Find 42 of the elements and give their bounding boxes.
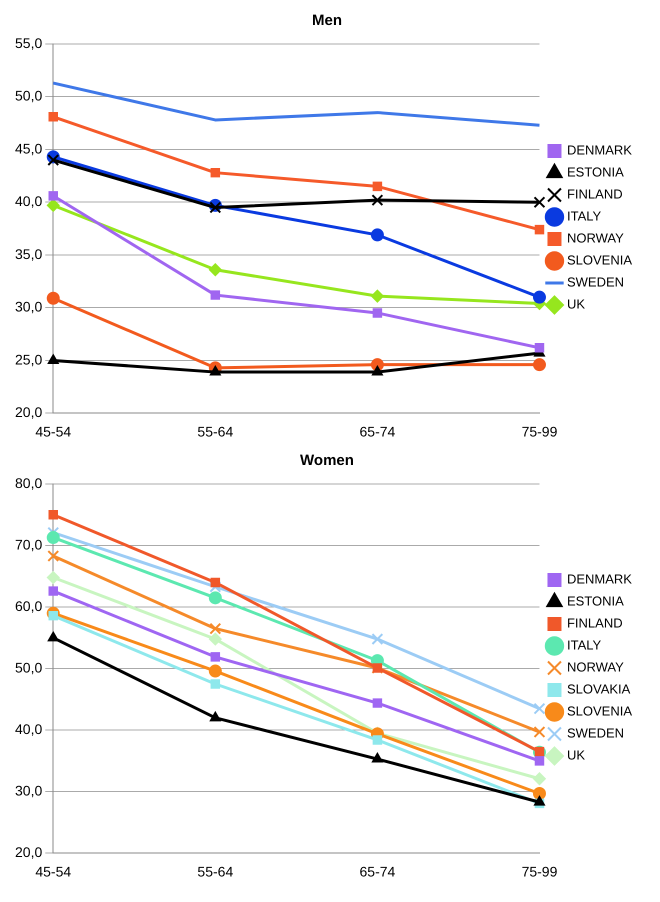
legend-label: SWEDEN (566, 274, 624, 290)
x-tick-label: 45-54 (35, 863, 72, 880)
legend-label: UK (566, 748, 586, 763)
y-tick-label: 40,0 (15, 720, 42, 737)
legend-label: ITALY (566, 208, 602, 224)
y-tick-label: 25,0 (15, 351, 42, 368)
legend-label: NORWAY (566, 230, 624, 246)
x-tick-label: 55-64 (197, 863, 234, 880)
y-tick-label: 40,0 (15, 193, 42, 210)
x-tick-label: 65-74 (359, 423, 396, 440)
legend-label: SLOVENIA (566, 704, 632, 719)
legend-label: ESTONIA (566, 164, 624, 180)
chart-title: Men (312, 12, 342, 30)
x-tick-label: 75-99 (522, 423, 558, 440)
x-tick-label: 75-99 (522, 863, 558, 880)
y-tick-label: 35,0 (15, 246, 42, 262)
y-tick-label: 50,0 (15, 659, 42, 676)
legend-label: DENMARK (566, 142, 632, 158)
legend-label: FINLAND (566, 186, 623, 202)
legend-label: SWEDEN (566, 726, 624, 741)
legend-label: SLOVAKIA (566, 682, 631, 697)
chart-title: Women (300, 452, 354, 470)
legend-label: FINLAND (566, 616, 623, 631)
legend-label: DENMARK (566, 572, 632, 587)
y-tick-label: 45,0 (15, 140, 42, 156)
legend-label: ESTONIA (566, 594, 624, 609)
legend-label: NORWAY (566, 660, 624, 675)
y-tick-label: 20,0 (15, 844, 42, 860)
legend-label: ITALY (566, 638, 602, 653)
x-tick-label: 55-64 (197, 423, 234, 440)
legend-label: SLOVENIA (566, 252, 632, 268)
y-tick-label: 30,0 (15, 782, 42, 799)
y-tick-label: 70,0 (15, 536, 42, 552)
y-tick-label: 60,0 (15, 598, 42, 614)
y-tick-label: 30,0 (15, 298, 42, 315)
x-tick-label: 65-74 (359, 863, 396, 880)
legend-label: UK (566, 296, 586, 312)
y-tick-label: 20,0 (15, 404, 42, 420)
y-tick-label: 50,0 (15, 88, 42, 104)
y-tick-label: 55,0 (15, 34, 42, 51)
y-tick-label: 80,0 (15, 474, 42, 491)
x-tick-label: 45-54 (35, 423, 72, 440)
